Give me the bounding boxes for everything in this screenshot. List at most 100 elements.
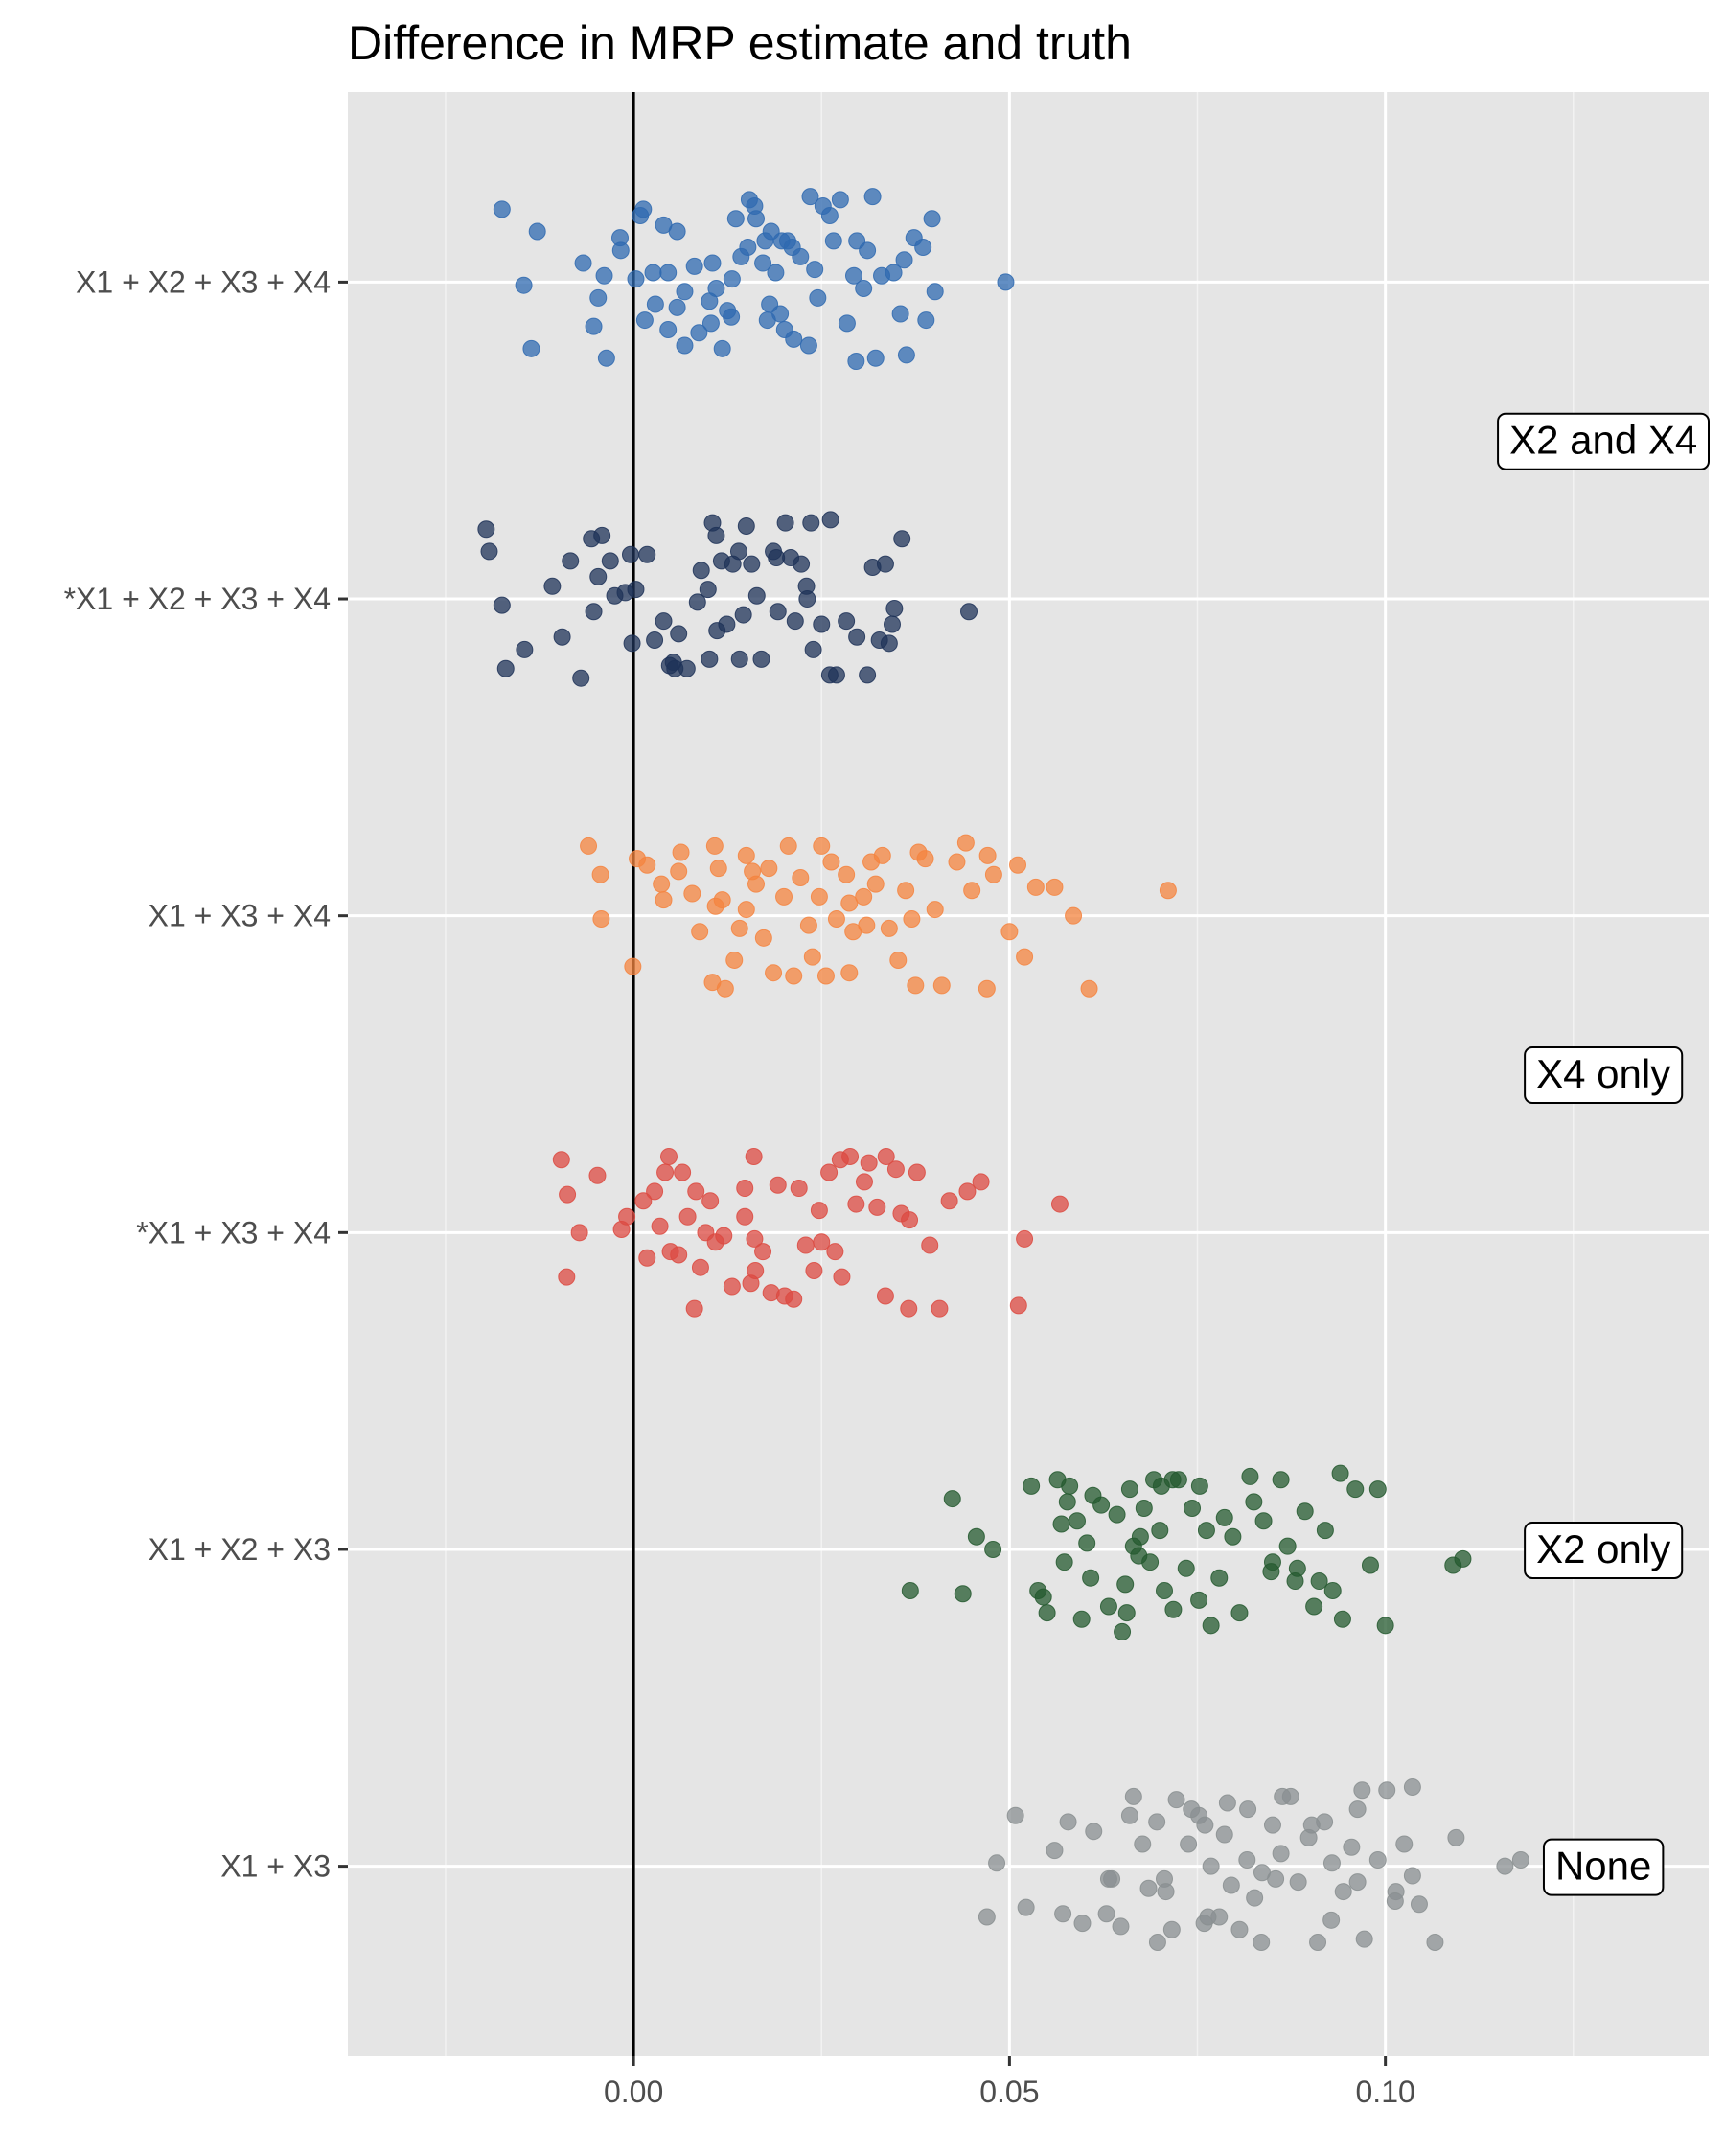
data-point <box>960 603 978 621</box>
data-point <box>855 280 873 297</box>
series-1 <box>477 511 978 687</box>
data-point <box>585 603 603 621</box>
data-point <box>493 200 511 218</box>
data-point <box>868 1198 886 1216</box>
data-point <box>716 979 734 998</box>
data-point <box>972 1173 990 1191</box>
data-point <box>611 241 630 260</box>
data-point <box>1361 1556 1379 1574</box>
data-point <box>1333 1610 1351 1628</box>
data-point <box>1403 1778 1421 1796</box>
data-point <box>589 288 608 307</box>
data-point <box>1078 1534 1096 1552</box>
data-point <box>723 1277 741 1296</box>
data-point <box>1343 1838 1361 1856</box>
data-point <box>1378 1781 1396 1800</box>
data-point <box>754 929 772 947</box>
data-point <box>740 191 758 209</box>
data-point <box>592 909 610 928</box>
data-point <box>1253 1933 1271 1951</box>
annotation-2: X2 only <box>1524 1521 1684 1579</box>
data-point <box>901 1581 919 1599</box>
data-point <box>978 979 996 998</box>
annotation-label: X2 only <box>1536 1526 1670 1571</box>
data-point <box>1092 1496 1111 1514</box>
data-point <box>859 241 877 260</box>
data-point <box>752 650 770 668</box>
data-point <box>559 1185 577 1204</box>
data-point <box>651 1217 669 1235</box>
data-point <box>897 882 915 900</box>
data-point <box>1061 1477 1079 1495</box>
data-point <box>672 843 690 861</box>
data-point <box>736 1180 754 1198</box>
data-point <box>903 909 921 928</box>
data-point <box>1447 1828 1465 1846</box>
data-point <box>477 520 495 539</box>
data-point <box>1454 1549 1472 1568</box>
data-point <box>646 631 664 650</box>
data-point <box>984 1540 1002 1558</box>
data-point <box>821 511 840 529</box>
data-point <box>775 887 794 906</box>
data-point <box>593 526 611 544</box>
data-point <box>627 581 645 599</box>
data-point <box>1164 1600 1183 1618</box>
data-point <box>1159 882 1177 900</box>
data-point <box>827 909 845 928</box>
data-point <box>1403 1867 1421 1885</box>
data-point <box>705 837 724 855</box>
data-point <box>674 1163 692 1181</box>
y-axis: X1 + X2 + X3 + X4 *X1 + X2 + X3 + X4 X1 + … <box>64 264 348 1884</box>
data-point <box>824 232 842 250</box>
annotation-3: None <box>1542 1838 1665 1896</box>
data-point <box>785 1290 803 1308</box>
data-point <box>876 555 894 573</box>
data-point <box>691 1258 709 1276</box>
y-tick-label: X1 + X2 + X3 <box>149 1532 331 1567</box>
data-point <box>956 834 975 852</box>
data-point <box>480 542 498 561</box>
data-points <box>477 188 1530 1951</box>
data-point <box>597 349 615 367</box>
data-point <box>1263 1816 1281 1834</box>
data-point <box>570 1224 588 1242</box>
data-point <box>595 266 613 285</box>
data-point <box>1353 1781 1371 1800</box>
data-point <box>1310 1572 1328 1591</box>
data-point <box>1000 923 1019 941</box>
data-point <box>552 1151 570 1169</box>
data-point <box>1346 1480 1365 1499</box>
data-point <box>624 957 642 975</box>
data-point <box>737 516 755 535</box>
data-point <box>826 1243 844 1261</box>
data-point <box>709 860 727 878</box>
data-point <box>1183 1800 1201 1819</box>
data-point <box>1241 1467 1259 1485</box>
data-point <box>701 650 719 668</box>
data-point <box>948 853 966 871</box>
data-point <box>1278 1537 1297 1555</box>
data-point <box>978 1908 996 1926</box>
annotation-box <box>1524 1046 1684 1104</box>
series-0 <box>493 188 1015 371</box>
annotation-box <box>1524 1521 1684 1579</box>
annotation-0: X2 and X4 <box>1497 412 1710 470</box>
data-point <box>1034 1588 1052 1606</box>
chart-title: Difference in MRP estimate and truth <box>348 16 1132 70</box>
data-point <box>799 336 817 355</box>
data-point <box>776 514 794 532</box>
data-point <box>1262 1563 1280 1581</box>
data-point <box>767 264 785 282</box>
data-point <box>646 1182 664 1201</box>
data-point <box>840 894 859 912</box>
data-point <box>760 860 778 878</box>
data-point <box>676 283 694 301</box>
group-annotations: X2 and X4 X4 only X2 only None <box>1497 412 1710 1896</box>
data-point <box>785 967 803 985</box>
data-point <box>1050 1195 1069 1213</box>
data-point <box>810 887 828 906</box>
data-point <box>796 1236 815 1254</box>
